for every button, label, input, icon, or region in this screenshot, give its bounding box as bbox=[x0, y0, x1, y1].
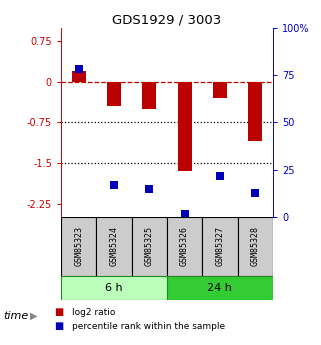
Text: ■: ■ bbox=[55, 307, 64, 317]
Text: GSM85323: GSM85323 bbox=[74, 226, 83, 266]
Bar bbox=[213, 82, 227, 98]
Text: 24 h: 24 h bbox=[207, 283, 232, 293]
Bar bbox=[167, 276, 273, 300]
Bar bbox=[178, 82, 192, 171]
Bar bbox=[61, 276, 167, 300]
Text: time: time bbox=[3, 311, 29, 321]
Text: 6 h: 6 h bbox=[105, 283, 123, 293]
Bar bbox=[96, 217, 132, 276]
Bar bbox=[72, 71, 86, 82]
Text: ▶: ▶ bbox=[30, 311, 37, 321]
Bar bbox=[61, 217, 96, 276]
Text: log2 ratio: log2 ratio bbox=[72, 308, 116, 317]
Bar bbox=[142, 82, 156, 109]
Text: percentile rank within the sample: percentile rank within the sample bbox=[72, 322, 225, 331]
Point bbox=[76, 67, 81, 72]
Point bbox=[217, 173, 222, 178]
Text: GSM85325: GSM85325 bbox=[145, 226, 154, 266]
Point bbox=[147, 186, 152, 192]
Bar bbox=[238, 217, 273, 276]
Bar bbox=[107, 82, 121, 106]
Title: GDS1929 / 3003: GDS1929 / 3003 bbox=[112, 13, 221, 27]
Bar bbox=[202, 217, 238, 276]
Point bbox=[253, 190, 258, 195]
Text: GSM85327: GSM85327 bbox=[215, 226, 224, 266]
Text: GSM85324: GSM85324 bbox=[109, 226, 118, 266]
Text: GSM85328: GSM85328 bbox=[251, 226, 260, 266]
Point bbox=[182, 211, 187, 216]
Bar bbox=[167, 217, 202, 276]
Bar bbox=[248, 82, 262, 141]
Text: GSM85326: GSM85326 bbox=[180, 226, 189, 266]
Point bbox=[111, 182, 117, 188]
Bar bbox=[132, 217, 167, 276]
Text: ■: ■ bbox=[55, 321, 64, 331]
